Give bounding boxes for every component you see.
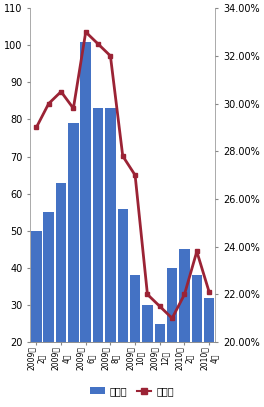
Bar [93, 108, 103, 407]
Bar [81, 42, 91, 407]
Bar [105, 108, 116, 407]
Bar [192, 275, 202, 407]
Bar [56, 183, 66, 407]
Bar [44, 212, 54, 407]
Bar [154, 324, 165, 407]
Bar [179, 249, 190, 407]
Bar [167, 268, 177, 407]
Bar [204, 298, 214, 407]
Bar [117, 208, 128, 407]
Legend: 판매량, 점유율: 판매량, 점유율 [86, 382, 178, 400]
Bar [31, 231, 42, 407]
Bar [130, 275, 140, 407]
Bar [68, 123, 79, 407]
Bar [142, 305, 153, 407]
